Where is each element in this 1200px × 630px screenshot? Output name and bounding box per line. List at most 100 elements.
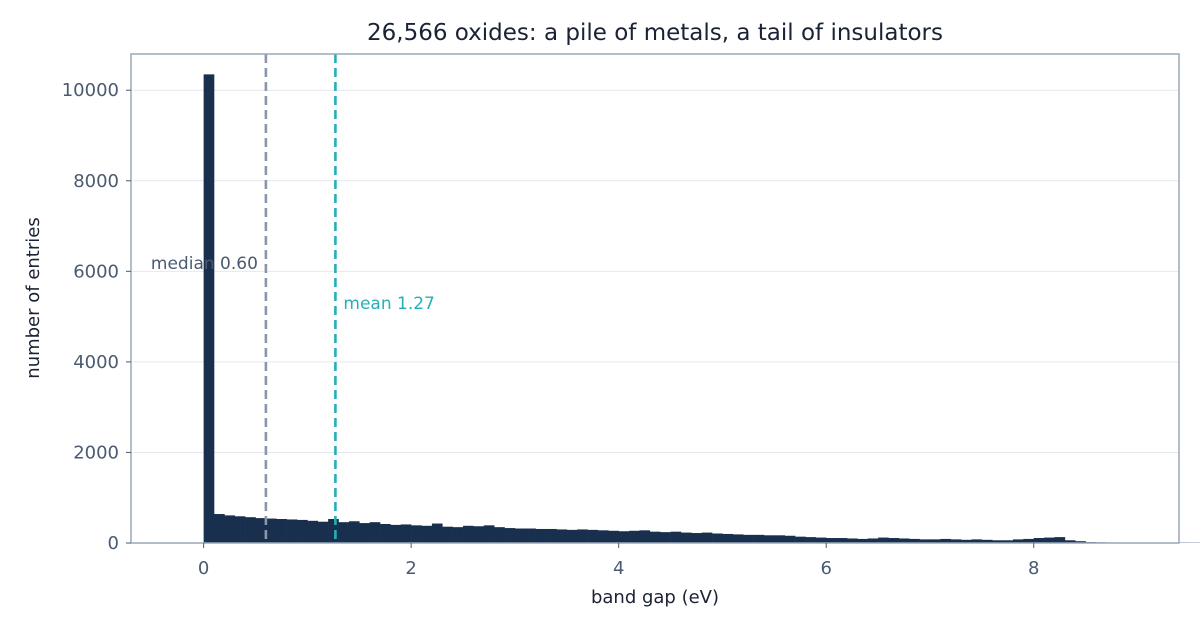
histogram-bars — [203, 74, 1200, 543]
histogram-bar-41 — [629, 530, 640, 543]
histogram-bar-29 — [504, 528, 516, 543]
x-tick-label-4: 8 — [1028, 558, 1039, 579]
histogram-bar-45 — [670, 531, 682, 543]
y-axis-label: number of entries — [23, 217, 44, 378]
histogram-bar-79 — [1023, 538, 1035, 543]
histogram-bar-57 — [795, 536, 806, 543]
y-tick-label-1: 2000 — [73, 442, 119, 463]
histogram-bar-48 — [701, 532, 713, 543]
histogram-bar-14 — [348, 521, 360, 543]
histogram-bar-49 — [712, 533, 723, 543]
histogram-bar-20 — [411, 525, 422, 543]
histogram-bar-77 — [1002, 540, 1014, 543]
histogram-bar-54 — [763, 535, 775, 543]
mean-label: mean 1.27 — [343, 294, 434, 314]
histogram-bar-33 — [546, 528, 557, 543]
y-tick-label-2: 4000 — [73, 352, 119, 373]
histogram-bar-10 — [307, 520, 319, 543]
histogram-bar-6 — [265, 518, 277, 543]
histogram-bar-60 — [826, 538, 837, 543]
plot-frame — [130, 53, 1180, 544]
histogram-bar-9 — [297, 519, 308, 543]
histogram-bar-37 — [587, 529, 599, 543]
histogram-bar-30 — [514, 528, 526, 543]
histogram-bar-50 — [722, 533, 734, 543]
chart-title: 26,566 oxides: a pile of metals, a tail … — [367, 20, 943, 46]
histogram-bar-12 — [328, 519, 339, 543]
y-tick-label-0: 0 — [108, 533, 119, 554]
histogram-bar-26 — [473, 526, 485, 543]
histogram-bar-23 — [442, 526, 453, 543]
histogram-bar-76 — [992, 540, 1003, 543]
histogram-bar-19 — [400, 524, 412, 543]
histogram-bar-73 — [961, 539, 972, 543]
y-tick-label-5: 10000 — [62, 80, 119, 101]
histogram-bar-22 — [431, 523, 443, 543]
histogram-bar-66 — [888, 538, 900, 543]
histogram-bar-21 — [421, 525, 433, 543]
histogram-bar-7 — [276, 519, 287, 543]
x-axis-ticks: 0 2 4 6 8 — [198, 543, 1039, 579]
histogram-bar-0 — [203, 74, 215, 543]
y-axis-ticks: 0 2000 4000 6000 8000 10000 — [62, 80, 131, 554]
histogram-bar-80 — [1033, 538, 1045, 543]
histogram-bar-55 — [774, 535, 786, 543]
histogram-bar-5 — [255, 518, 267, 543]
x-tick-label-3: 6 — [820, 558, 831, 579]
grid-lines — [131, 89, 1179, 453]
histogram-bar-8 — [286, 519, 298, 543]
histogram-bar-81 — [1044, 537, 1055, 543]
histogram-bar-28 — [494, 527, 505, 543]
histogram-bar-62 — [846, 538, 858, 543]
histogram-bar-43 — [649, 531, 661, 543]
histogram-bar-25 — [463, 525, 474, 543]
histogram-bar-16 — [369, 522, 381, 543]
histogram-bar-42 — [639, 530, 651, 543]
histogram-bar-18 — [390, 524, 402, 543]
y-tick-label-4: 8000 — [73, 171, 119, 192]
histogram-bar-44 — [660, 532, 671, 543]
histogram-bar-2 — [224, 515, 236, 543]
histogram-bar-34 — [556, 529, 568, 543]
reference-lines: median 0.60 mean 1.27 — [151, 54, 435, 543]
histogram-bar-69 — [919, 539, 931, 543]
histogram-bar-38 — [597, 530, 609, 543]
histogram-bar-61 — [836, 538, 848, 543]
histogram-bar-58 — [805, 537, 817, 543]
histogram-bar-56 — [784, 535, 796, 543]
x-tick-label-1: 2 — [405, 558, 416, 579]
histogram-bar-78 — [1012, 539, 1024, 543]
x-tick-label-2: 4 — [613, 558, 624, 579]
median-label: median 0.60 — [151, 254, 258, 274]
histogram-bar-75 — [981, 539, 993, 543]
histogram-bar-71 — [940, 538, 952, 543]
histogram-bar-32 — [535, 528, 547, 543]
histogram-bar-53 — [753, 534, 765, 543]
histogram-bar-83 — [1064, 540, 1076, 543]
histogram-bar-4 — [245, 517, 256, 543]
x-tick-label-0: 0 — [198, 558, 209, 579]
histogram-bar-13 — [338, 522, 350, 543]
y-tick-label-3: 6000 — [73, 261, 119, 282]
histogram-bar-82 — [1054, 537, 1066, 543]
histogram-bar-15 — [359, 523, 370, 543]
histogram-bar-31 — [525, 528, 536, 543]
histogram-bar-24 — [452, 527, 464, 543]
histogram-bar-70 — [929, 539, 941, 543]
histogram-bar-52 — [743, 534, 754, 543]
histogram-bar-35 — [566, 529, 578, 543]
histogram-bar-47 — [691, 533, 702, 543]
x-axis-label: band gap (eV) — [591, 587, 719, 608]
histogram-bar-27 — [483, 525, 495, 543]
histogram-bar-51 — [732, 534, 744, 543]
histogram-bar-1 — [214, 514, 225, 543]
histogram-bar-39 — [608, 530, 619, 543]
histogram-bar-67 — [898, 538, 910, 543]
histogram-bar-46 — [680, 532, 692, 543]
histogram-bar-40 — [618, 531, 630, 543]
histogram-bar-3 — [234, 516, 246, 543]
histogram-bar-84 — [1075, 541, 1086, 543]
histogram-bar-63 — [857, 538, 869, 543]
histogram-bar-68 — [909, 538, 920, 543]
